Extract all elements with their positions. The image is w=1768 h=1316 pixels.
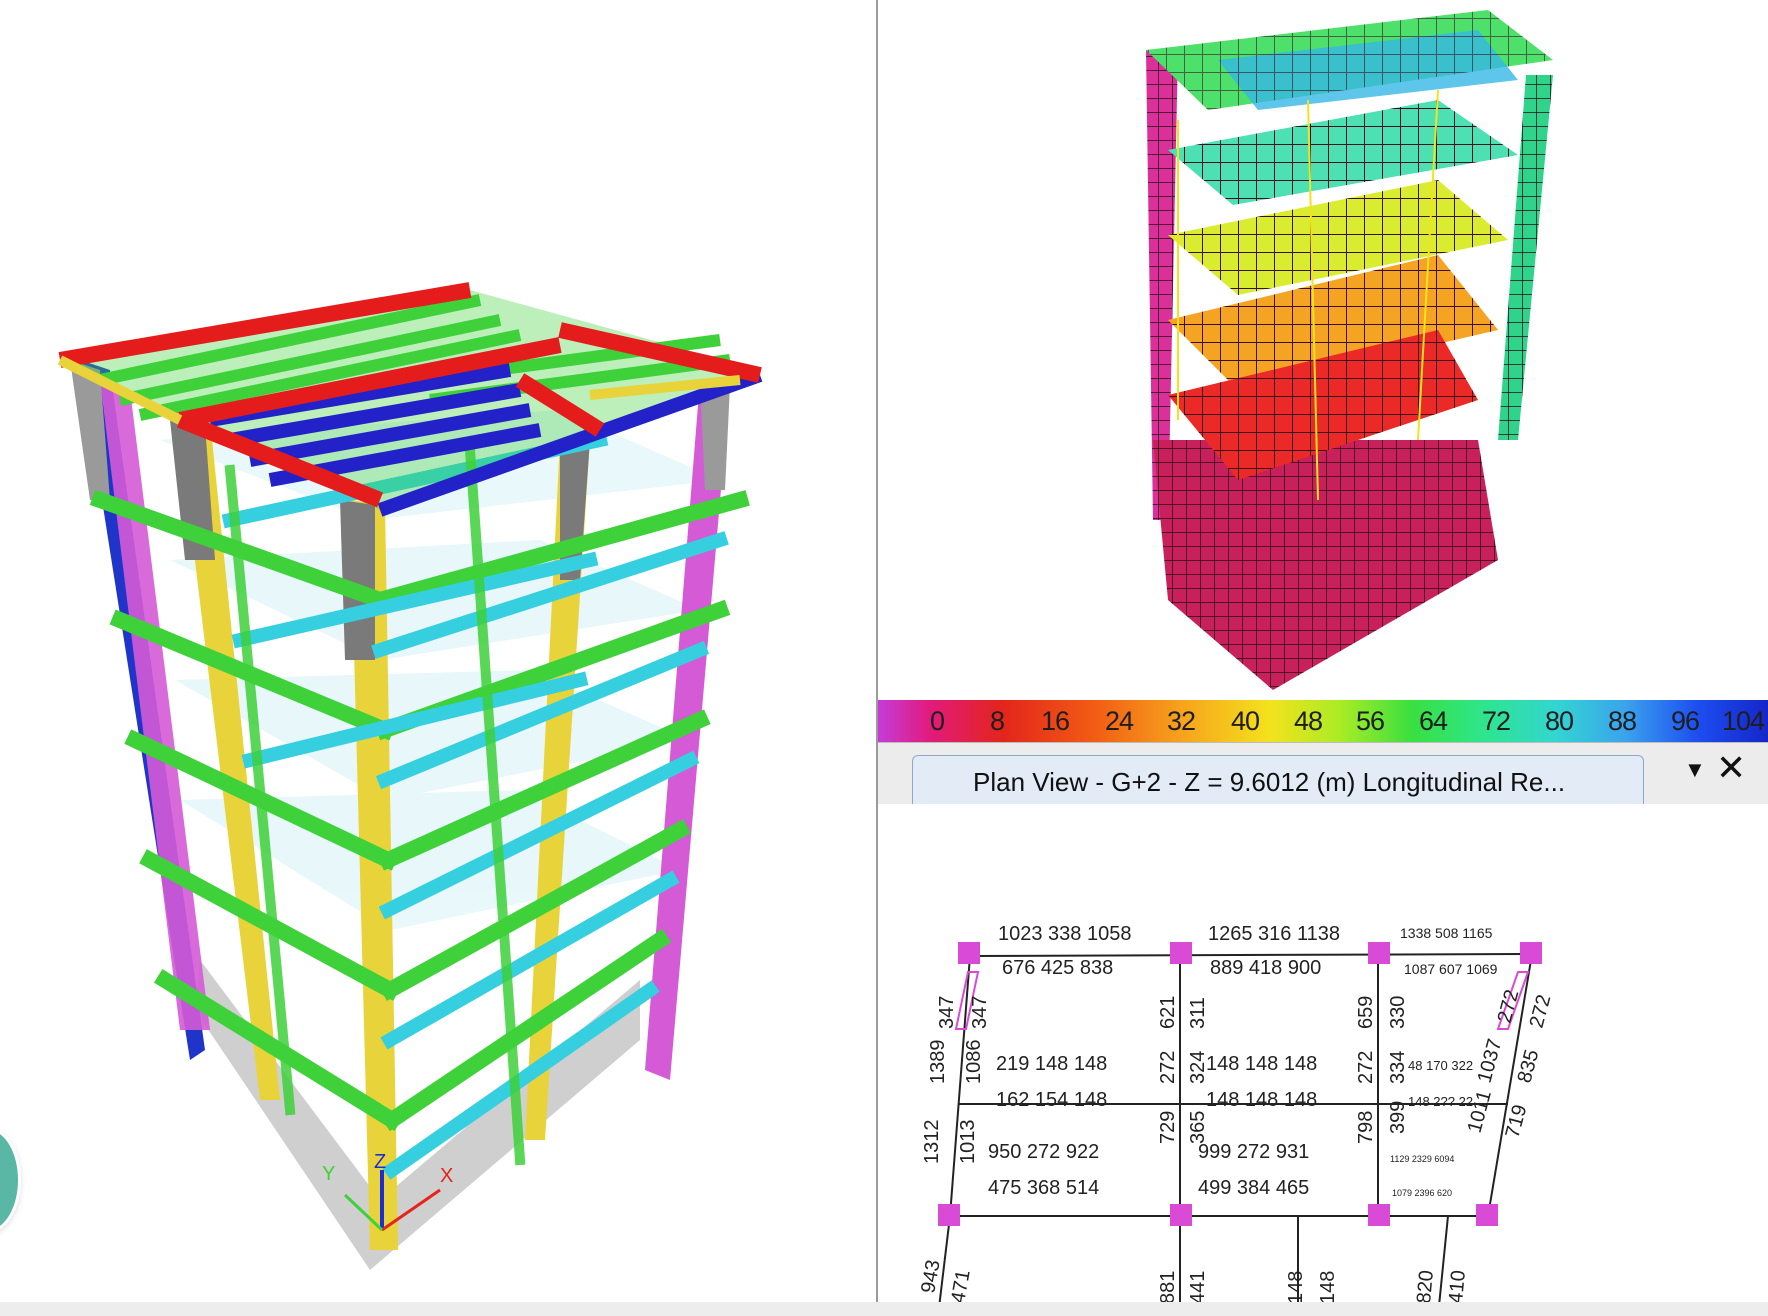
plan-label: 1037 (1474, 1037, 1507, 1086)
legend-tick: 0 (930, 706, 945, 736)
plan-label: 471 (947, 1268, 974, 1305)
chevron-down-icon[interactable]: ▼ (1684, 757, 1706, 782)
plan-label: 272 (1355, 1051, 1377, 1084)
plan-label: 410 (1445, 1269, 1470, 1304)
plan-label: 148 2?? 22 (1408, 1094, 1473, 1109)
legend-tick: 72 (1482, 706, 1511, 736)
plan-label: 219 148 148 (996, 1053, 1107, 1075)
grid-lines (937, 953, 1533, 1316)
plan-label: 1265 316 1138 (1208, 923, 1340, 945)
plan-label: 148 (1317, 1271, 1339, 1304)
plan-label: 659 (1355, 996, 1377, 1029)
legend-tick: 32 (1167, 706, 1196, 736)
plan-label: 148 148 148 (1206, 1053, 1317, 1075)
plan-label: 835 (1514, 1047, 1544, 1085)
plan-label: 889 418 900 (1210, 957, 1321, 979)
plan-label: 347 (969, 996, 991, 1029)
legend-tick: 40 (1231, 706, 1260, 736)
plan-label: 148 (1285, 1271, 1307, 1304)
legend-tick: 104 (1722, 706, 1765, 736)
view-tabstrip: Plan View - G+2 - Z = 9.6012 (m) Longitu… (878, 742, 1768, 806)
plan-label: 399 (1387, 1101, 1409, 1134)
plan-label: 311 (1187, 997, 1209, 1029)
plan-label: 162 154 148 (996, 1089, 1107, 1111)
pane-divider[interactable] (876, 0, 878, 1316)
plan-label: 272 (1526, 992, 1556, 1030)
plan-view-canvas[interactable]: 1023 338 1058 676 425 838 1265 316 1138 … (878, 804, 1768, 1316)
plan-label: 820 (1413, 1269, 1438, 1304)
plan-label: 1086 (963, 1040, 985, 1085)
floating-action-button[interactable] (0, 1130, 18, 1230)
plan-label: 1312 (921, 1120, 943, 1165)
svg-text:X: X (440, 1165, 453, 1187)
bottom-strip (0, 1302, 1768, 1316)
tab-plan-view[interactable]: Plan View - G+2 - Z = 9.6012 (m) Longitu… (912, 755, 1644, 805)
axis-triad: Z X Y (322, 1151, 453, 1232)
plan-label: 148 148 148 (1206, 1089, 1317, 1111)
plan-label: 676 425 838 (1002, 957, 1113, 979)
tab-plan-view-label: Plan View - G+2 - Z = 9.6012 (m) Longitu… (973, 767, 1566, 797)
legend-tick: 56 (1356, 706, 1385, 736)
legend-gradient (878, 700, 1768, 742)
legend-tick: 64 (1419, 706, 1448, 736)
plan-label: 365 (1187, 1111, 1209, 1144)
plan-label: 621 (1157, 996, 1179, 1029)
plan-label: 330 (1387, 996, 1409, 1029)
plan-label: 272 (1494, 987, 1524, 1025)
plan-label: 881 (1157, 1271, 1179, 1304)
contour-legend: 0 8 16 24 32 40 48 56 64 72 80 88 96 104 (878, 700, 1768, 742)
legend-tick: 88 (1608, 706, 1637, 736)
plan-label: 441 (1187, 1271, 1209, 1304)
plan-labels: 1023 338 1058 676 425 838 1265 316 1138 … (988, 923, 1498, 1199)
close-icon[interactable]: ✕ (1716, 747, 1747, 788)
frame-model-3d: Z X Y (57, 282, 763, 1270)
legend-tick: 96 (1671, 706, 1700, 736)
plan-label: 334 (1387, 1051, 1409, 1084)
legend-tick: 16 (1041, 706, 1070, 736)
plan-label: 48 170 322 (1408, 1058, 1473, 1073)
model-3d-view[interactable]: Z X Y (0, 0, 876, 1316)
svg-text:Z: Z (374, 1151, 386, 1173)
plan-label: 347 (936, 996, 958, 1029)
column-markers (938, 942, 1542, 1226)
legend-tick: 8 (990, 706, 1005, 736)
floor-beams (89, 431, 750, 1180)
roof-beams (57, 282, 763, 517)
plan-vertical-labels: 347 347 1389 1086 1312 1013 621 272 729 … (917, 987, 1555, 1305)
plan-label: 1338 508 1165 (1400, 925, 1493, 941)
contour-model-3d (1146, 10, 1553, 690)
svg-text:Y: Y (322, 1163, 335, 1185)
plan-label: 499 384 465 (1198, 1177, 1309, 1199)
plan-label: 1079 2396 620 (1392, 1188, 1452, 1198)
plan-label: 729 (1157, 1111, 1179, 1144)
plan-label: 475 368 514 (988, 1177, 1099, 1199)
plan-label: 1087 607 1069 (1404, 961, 1498, 977)
legend-tick: 48 (1294, 706, 1323, 736)
legend-tick: 80 (1545, 706, 1574, 736)
plan-label: 1013 (957, 1120, 979, 1165)
plan-label: 1129 2329 6094 (1390, 1154, 1454, 1164)
plan-label: 1389 (927, 1040, 949, 1085)
plan-label: 950 272 922 (988, 1141, 1099, 1163)
plan-label: 999 272 931 (1198, 1141, 1309, 1163)
slab-contours (1146, 10, 1553, 480)
plan-label: 798 (1355, 1111, 1377, 1144)
contour-3d-view[interactable] (878, 0, 1768, 700)
plan-label: 1023 338 1058 (998, 923, 1131, 945)
plan-label: 272 (1157, 1051, 1179, 1084)
plan-view-drawing: 1023 338 1058 676 425 838 1265 316 1138 … (917, 923, 1555, 1316)
plan-label: 324 (1187, 1051, 1209, 1084)
legend-tick: 24 (1105, 706, 1134, 736)
